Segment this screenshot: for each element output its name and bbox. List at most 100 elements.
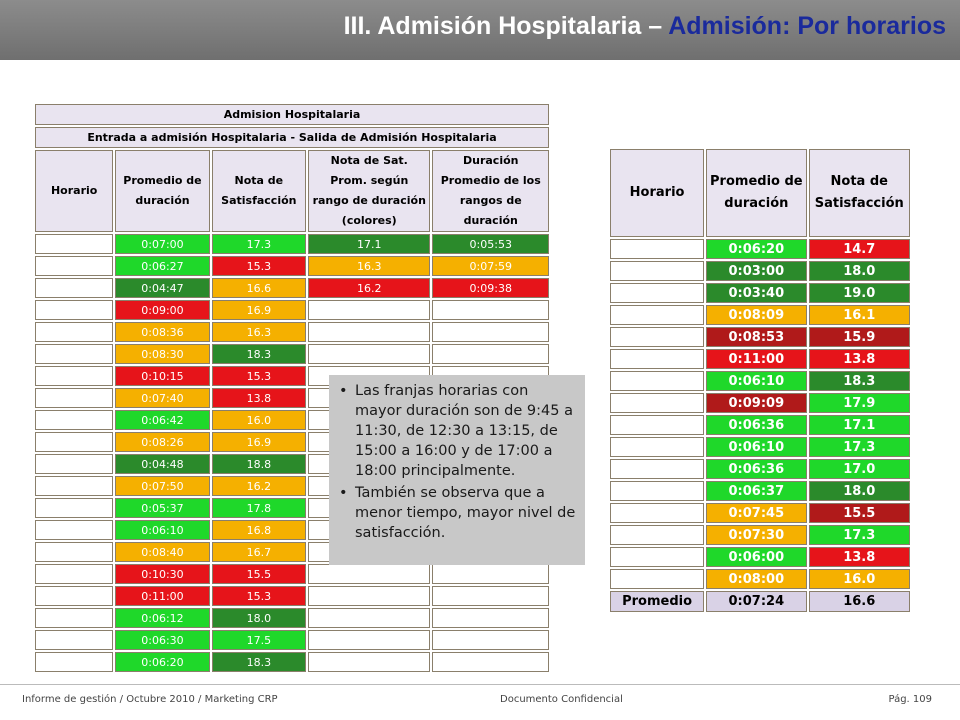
satisfaction-cell: 18.0 xyxy=(808,481,910,501)
satisfaction-cell: 14.7 xyxy=(808,239,910,259)
range-satisfaction-cell: 16.3 xyxy=(308,256,431,276)
bullet-dot-icon: • xyxy=(339,383,348,399)
range-duration-cell xyxy=(432,344,549,364)
average-duration: 0:07:24 xyxy=(706,591,807,612)
footer-page-number: Pág. 109 xyxy=(888,694,932,705)
duration-cell: 0:06:20 xyxy=(706,239,807,259)
duration-cell: 0:11:00 xyxy=(115,586,210,606)
col-header-nota-right: Nota de Satisfacción xyxy=(808,149,910,237)
time-slot-cell: 14:00-14:15 xyxy=(610,239,705,259)
duration-cell: 0:06:10 xyxy=(706,371,807,391)
left-table-title: Admision Hospitalaria xyxy=(35,104,549,125)
col-header-horario: Horario xyxy=(35,150,114,232)
satisfaction-cell: 17.1 xyxy=(808,415,910,435)
satisfaction-cell: 18.3 xyxy=(808,371,910,391)
right-schedule-table: Horario Promedio de duración Nota de Sat… xyxy=(608,147,912,614)
duration-cell: 0:06:36 xyxy=(706,415,807,435)
table-row: 17:15-17:30 0:07:30 17.3 xyxy=(610,525,910,545)
average-label: Promedio xyxy=(610,591,705,612)
range-duration-cell xyxy=(432,322,549,342)
time-slot-cell: 15:00-15:15 xyxy=(610,327,705,347)
time-slot-cell: 16:15-16:30 xyxy=(610,437,705,457)
table-row: 14:15-14:30 0:03:00 18.0 xyxy=(610,261,910,281)
time-slot-cell: 11:00-11:15 xyxy=(35,410,114,430)
satisfaction-cell: 15.3 xyxy=(211,366,307,386)
time-slot-cell: 14:15-14:30 xyxy=(610,261,705,281)
satisfaction-cell: 18.8 xyxy=(211,454,307,474)
satisfaction-cell: 16.1 xyxy=(808,305,910,325)
duration-cell: 0:03:00 xyxy=(706,261,807,281)
duration-cell: 0:04:47 xyxy=(115,278,210,298)
satisfaction-cell: 15.3 xyxy=(211,256,307,276)
duration-cell: 0:06:36 xyxy=(706,459,807,479)
table-row: 17:00-17:15 0:07:45 15.5 xyxy=(610,503,910,523)
time-slot-cell: 13:30-13:45 xyxy=(35,630,114,650)
time-slot-cell: 17:45-18:00 xyxy=(610,569,705,589)
time-slot-cell: 14:45-15:00 xyxy=(610,305,705,325)
header-bar xyxy=(0,0,960,60)
duration-cell: 0:08:30 xyxy=(115,344,210,364)
time-slot-cell: 11:45-12:00 xyxy=(35,476,114,496)
table-row: 17:30-17:45 0:06:00 13.8 xyxy=(610,547,910,567)
time-slot-cell: 9:15-9:30 xyxy=(35,256,114,276)
duration-cell: 0:09:09 xyxy=(706,393,807,413)
satisfaction-cell: 17.3 xyxy=(211,234,307,254)
time-slot-cell: 9:45-10:00 xyxy=(35,300,114,320)
satisfaction-cell: 16.9 xyxy=(211,432,307,452)
time-slot-cell: 12:00-12:15 xyxy=(35,498,114,518)
duration-cell: 0:06:12 xyxy=(115,608,210,628)
footer-confidential: Documento Confidencial xyxy=(500,694,623,705)
table-row: 13:15-13:30 0:06:12 18.0 xyxy=(35,608,549,628)
duration-cell: 0:03:40 xyxy=(706,283,807,303)
satisfaction-cell: 13.8 xyxy=(808,349,910,369)
table-row: 15:15-15:30 0:11:00 13.8 xyxy=(610,349,910,369)
time-slot-cell: 13:45-14:00 xyxy=(35,652,114,672)
table-row: 15:00-15:15 0:08:53 15.9 xyxy=(610,327,910,347)
duration-cell: 0:06:00 xyxy=(706,547,807,567)
time-slot-cell: 13:00-13:15 xyxy=(35,586,114,606)
bullet-dot-icon: • xyxy=(339,485,348,501)
table-row: 9:00-9:15 0:07:00 17.3 17.1 0:05:53 xyxy=(35,234,549,254)
range-satisfaction-cell xyxy=(308,630,431,650)
footer: Informe de gestión / Octubre 2010 / Mark… xyxy=(0,684,960,720)
duration-cell: 0:08:36 xyxy=(115,322,210,342)
range-satisfaction-cell xyxy=(308,322,431,342)
satisfaction-cell: 15.5 xyxy=(211,564,307,584)
range-satisfaction-cell: 16.2 xyxy=(308,278,431,298)
time-slot-cell: 10:45-11:00 xyxy=(35,388,114,408)
satisfaction-cell: 17.3 xyxy=(808,437,910,457)
left-table-subtitle: Entrada a admisión Hospitalaria - Salida… xyxy=(35,127,549,148)
time-slot-cell: 16:30-16:45 xyxy=(610,459,705,479)
table-row: 13:45-14:00 0:06:20 18.3 xyxy=(35,652,549,672)
duration-cell: 0:07:45 xyxy=(706,503,807,523)
time-slot-cell: 13:15-13:30 xyxy=(35,608,114,628)
satisfaction-cell: 17.8 xyxy=(211,498,307,518)
table-row: 9:45-10:00 0:09:00 16.9 xyxy=(35,300,549,320)
satisfaction-cell: 16.0 xyxy=(211,410,307,430)
callout-bullet: • Las franjas horarias con mayor duración… xyxy=(339,383,573,479)
page-title: III. Admisión Hospitalaria – Admisión: P… xyxy=(344,12,946,41)
range-satisfaction-cell xyxy=(308,564,431,584)
duration-cell: 0:06:10 xyxy=(115,520,210,540)
col-header-promedio: Promedio de duración xyxy=(115,150,210,232)
satisfaction-cell: 16.2 xyxy=(211,476,307,496)
duration-cell: 0:08:40 xyxy=(115,542,210,562)
time-slot-cell: 10:15-10:30 xyxy=(35,344,114,364)
duration-cell: 0:08:00 xyxy=(706,569,807,589)
table-row: 16:00-16:15 0:06:36 17.1 xyxy=(610,415,910,435)
satisfaction-cell: 18.0 xyxy=(211,608,307,628)
satisfaction-cell: 15.9 xyxy=(808,327,910,347)
duration-cell: 0:06:27 xyxy=(115,256,210,276)
insight-callout: • Las franjas horarias con mayor duración… xyxy=(329,375,585,565)
col-header-promedio-right: Promedio de duración xyxy=(706,149,807,237)
time-slot-cell: 12:15-12:30 xyxy=(35,520,114,540)
duration-cell: 0:07:30 xyxy=(706,525,807,545)
satisfaction-cell: 18.3 xyxy=(211,652,307,672)
duration-cell: 0:04:48 xyxy=(115,454,210,474)
range-duration-cell xyxy=(432,652,549,672)
duration-cell: 0:06:42 xyxy=(115,410,210,430)
table-row: 17:45-18:00 0:08:00 16.0 xyxy=(610,569,910,589)
table-row: 9:30-9:45 0:04:47 16.6 16.2 0:09:38 xyxy=(35,278,549,298)
range-duration-cell xyxy=(432,300,549,320)
time-slot-cell: 17:15-17:30 xyxy=(610,525,705,545)
